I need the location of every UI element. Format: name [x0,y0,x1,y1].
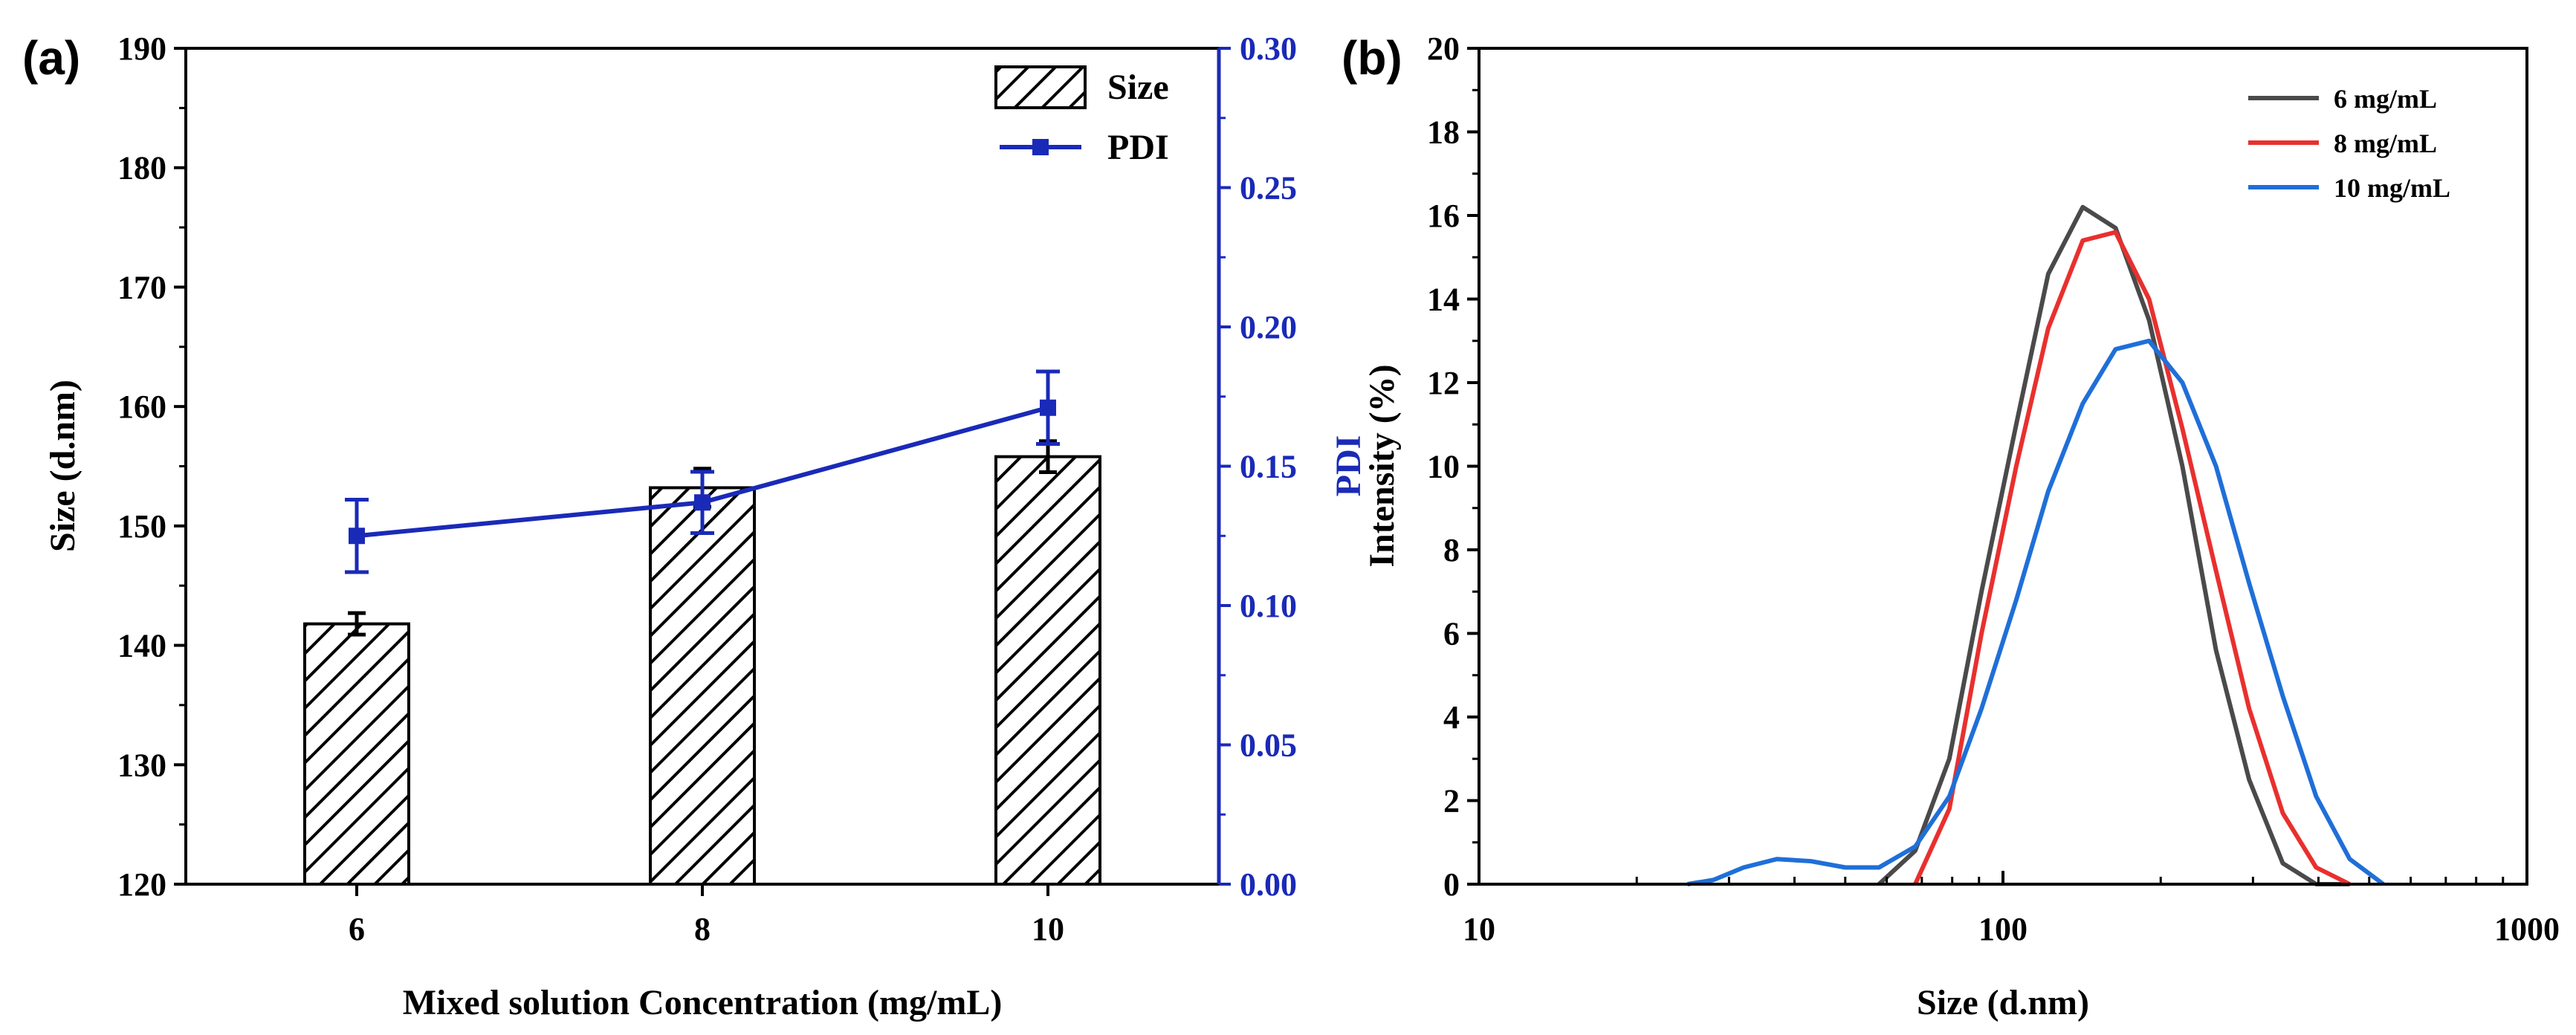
legend-label: 8 mg/mL [2334,129,2437,158]
x-tick-label: 8 [694,911,711,947]
intensity-line [1877,204,2350,886]
b-y-tick-label: 12 [1427,365,1460,401]
panel-a-label: (a) [22,31,80,85]
pdi-point [349,528,365,545]
b-y-tick-label: 6 [1443,616,1460,652]
y-axis-title: Size (d.nm) [43,380,82,552]
legend-a: Size PDI [994,65,1169,167]
b-x-axis-ticks: 10 100 1000 [1463,871,2560,947]
y2-tick-label: 0.20 [1240,309,1297,345]
left-axis-ticks: 120 130 140 150 160 170 180 190 [117,30,186,903]
panel-b-label: (b) [1342,31,1402,85]
x-tick-label: 10 [1032,911,1064,947]
b-y-axis-title: Intensity (%) [1362,364,1402,567]
size-bar [649,486,756,886]
b-y-tick-label: 16 [1427,198,1460,234]
y-tick-label: 170 [117,269,166,305]
intensity-line [1913,230,2351,886]
b-y-tick-label: 8 [1443,532,1460,568]
legend-size-swatch [994,65,1087,109]
intensity-curves [1479,204,2527,886]
b-y-tick-label: 0 [1443,866,1460,903]
y2-tick-label: 0.15 [1240,449,1297,485]
b-x-axis-title: Size (d.nm) [1917,983,2089,1022]
y2-tick-label: 0.30 [1240,30,1297,67]
legend-size-label: Size [1107,68,1169,107]
y-tick-label: 180 [117,150,166,186]
b-y-tick-label: 2 [1443,783,1460,820]
b-y-tick-label: 4 [1443,699,1460,736]
panel-b: (b) 0 2 4 6 8 10 12 14 16 18 20 10 100 1000 Size (d.… [1342,30,2560,1022]
size-bar [994,455,1101,886]
b-y-tick-label: 14 [1427,282,1460,318]
y-tick-label: 160 [117,389,166,425]
y-tick-label: 120 [117,866,166,903]
legend-label: 10 mg/mL [2334,173,2450,203]
y-tick-label: 140 [117,628,166,664]
y2-tick-label: 0.10 [1240,588,1297,624]
b-y-tick-label: 20 [1427,30,1460,67]
b-y-tick-label: 10 [1427,449,1460,485]
pdi-point [1040,399,1056,416]
y2-tick-label: 0.00 [1240,866,1297,903]
size-bar [303,622,410,886]
intensity-line [1687,338,2385,886]
legend-pdi-label: PDI [1107,128,1169,167]
legend-pdi-marker [1032,139,1049,155]
y-tick-label: 130 [117,747,166,783]
pdi-point [694,494,711,511]
b-y-tick-label: 18 [1427,114,1460,151]
b-x-tick-label: 100 [1978,911,2028,947]
pdi-series [345,369,1060,574]
legend-label: 6 mg/mL [2334,84,2437,114]
y2-tick-label: 0.05 [1240,727,1297,764]
x-tick-label: 6 [349,911,365,947]
x-axis-title: Mixed solution Concentration (mg/mL) [403,983,1003,1022]
x-axis-ticks: 6 8 10 [349,884,1064,947]
y2-tick-label: 0.25 [1240,170,1297,207]
b-x-tick-label: 10 [1463,911,1495,947]
legend-b: 6 mg/mL 8 mg/mL 10 mg/mL [2248,84,2450,203]
b-x-tick-label: 1000 [2494,911,2560,947]
right-axis-ticks: 0.00 0.05 0.10 0.15 0.20 0.25 0.30 [1219,30,1297,903]
y-tick-label: 150 [117,508,166,545]
panel-a: (a) 120 130 140 150 160 170 180 190 0.00 0.05 0.1… [22,30,1368,1022]
b-y-axis-ticks: 0 2 4 6 8 10 12 14 16 18 20 [1427,30,1479,903]
y-tick-label: 190 [117,30,166,67]
size-error-bar [348,611,366,637]
y2-axis-title: PDI [1329,435,1368,497]
